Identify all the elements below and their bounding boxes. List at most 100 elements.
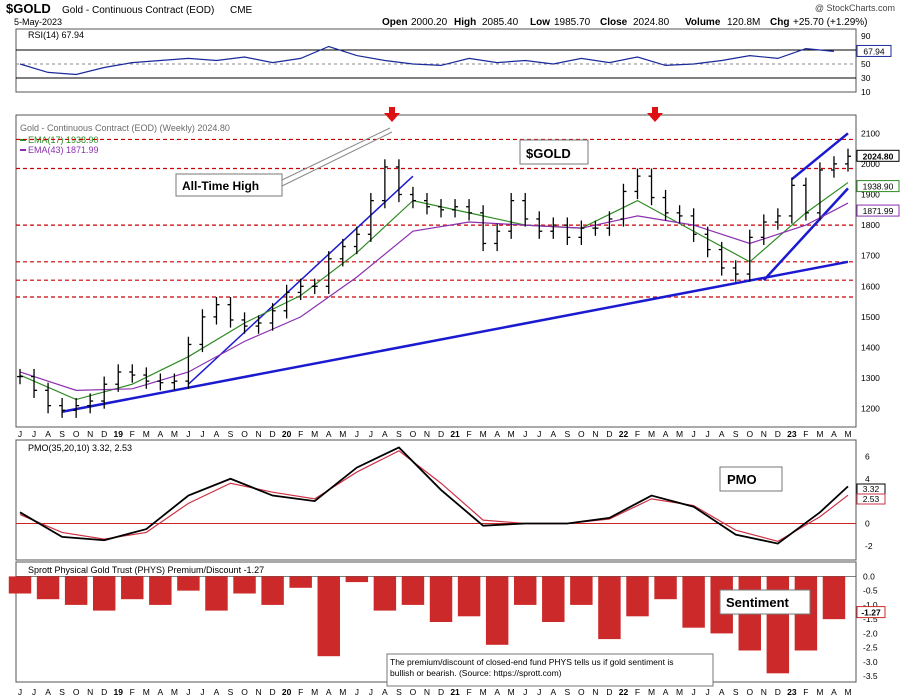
pmo-panel — [15, 439, 857, 561]
sentiment-bar — [626, 576, 649, 617]
ath-pointer-line — [281, 127, 391, 181]
month-label-bottom: J — [32, 687, 36, 697]
sentiment-tick-label: -2.5 — [863, 643, 878, 653]
pmo-tick-label: 6 — [865, 451, 870, 461]
month-label: M — [676, 429, 683, 439]
price-value-tag: 1938.90 — [863, 182, 894, 192]
sentiment-value-tag-box — [856, 606, 886, 619]
sentiment-bar — [317, 576, 340, 657]
sentiment-bar — [542, 576, 565, 622]
month-label: M — [480, 429, 487, 439]
month-label: N — [424, 429, 430, 439]
month-label: N — [592, 429, 598, 439]
month-label: M — [508, 429, 515, 439]
rsi-tick-label: 10 — [861, 87, 871, 97]
month-label-bottom: A — [719, 687, 725, 697]
month-label: D — [606, 429, 612, 439]
open-value: 2000.20 — [411, 17, 448, 28]
sentiment-bar — [513, 576, 537, 605]
sentiment-bar — [457, 576, 481, 617]
sentiment-bar — [598, 576, 621, 640]
month-label-bottom: D — [438, 687, 444, 697]
rsi-panel — [15, 28, 857, 93]
sentiment-title: Sprott Physical Gold Trust (PHYS) Premiu… — [28, 565, 264, 575]
month-label-bottom: M — [844, 687, 851, 697]
month-label-bottom: S — [564, 687, 570, 697]
all-time-high-box — [175, 173, 283, 197]
month-label-bottom: N — [256, 687, 262, 697]
ema43-legend: EMA(43) 1871.99 — [28, 145, 99, 155]
gold-label-box — [519, 139, 589, 165]
sentiment-label: Sentiment — [726, 595, 790, 610]
price-tick-label: 1200 — [861, 404, 880, 414]
month-label: A — [550, 429, 556, 439]
price-tick-label: 2100 — [861, 128, 880, 138]
sentiment-bar — [822, 576, 846, 620]
price-value-tag-box — [856, 180, 900, 193]
ath-arrow-2020 — [384, 107, 400, 122]
high-value: 2085.40 — [482, 17, 519, 28]
month-label: 19 — [114, 429, 124, 439]
month-label: N — [87, 429, 93, 439]
rsi-value-tag-box — [856, 44, 892, 57]
month-label-bottom: A — [494, 687, 500, 697]
month-label: 23 — [787, 429, 797, 439]
month-label-bottom: J — [355, 687, 359, 697]
ema17-legend: EMA(17) 1938.90 — [28, 135, 99, 145]
sentiment-bar — [177, 576, 200, 591]
pmo-line — [19, 446, 849, 545]
rsi-value-tag: 67.94 — [863, 46, 885, 56]
month-label-bottom: F — [635, 687, 640, 697]
month-label: M — [339, 429, 346, 439]
month-label-bottom: J — [537, 687, 541, 697]
month-label: O — [241, 429, 248, 439]
note-box — [386, 653, 714, 687]
sentiment-bar — [345, 576, 369, 583]
month-label-bottom: S — [59, 687, 65, 697]
month-label: O — [746, 429, 753, 439]
gold-label: $GOLD — [526, 146, 571, 161]
sentiment-bar — [485, 576, 509, 645]
month-label: O — [578, 429, 585, 439]
month-label-bottom: F — [803, 687, 808, 697]
month-label-bottom: O — [578, 687, 585, 697]
month-label-bottom: 21 — [450, 687, 460, 697]
month-label: F — [635, 429, 640, 439]
price-tick-label: 1600 — [861, 281, 880, 291]
month-label-bottom: A — [663, 687, 669, 697]
month-label-bottom: D — [775, 687, 781, 697]
month-label: M — [816, 429, 823, 439]
month-label: M — [171, 429, 178, 439]
open-label: Open — [382, 17, 408, 28]
month-label-bottom: 23 — [787, 687, 797, 697]
month-label: 21 — [450, 429, 460, 439]
sentiment-bar — [373, 576, 397, 611]
chart-date: 5-May-2023 — [14, 17, 62, 27]
month-label-bottom: S — [733, 687, 739, 697]
month-label-bottom: S — [228, 687, 234, 697]
price-tick-label: 2000 — [861, 159, 880, 169]
month-label-bottom: J — [692, 687, 696, 697]
pmo-label-box — [719, 466, 783, 492]
sentiment-label-box — [719, 589, 811, 615]
month-label-bottom: J — [18, 687, 22, 697]
month-label: A — [831, 429, 837, 439]
pmo-value-tag-box — [856, 493, 886, 505]
ath-arrow-2022 — [647, 107, 663, 122]
month-label: J — [537, 429, 541, 439]
month-label: 22 — [619, 429, 629, 439]
month-label: D — [270, 429, 276, 439]
month-label-bottom: N — [87, 687, 93, 697]
sentiment-bar — [429, 576, 453, 622]
exchange-label: CME — [230, 5, 253, 16]
rising-trendline-lower — [762, 187, 849, 282]
month-label: J — [18, 429, 22, 439]
month-label: S — [564, 429, 570, 439]
month-label: A — [719, 429, 725, 439]
month-label-bottom: 19 — [114, 687, 124, 697]
close-value: 2024.80 — [633, 17, 670, 28]
price-tick-label: 1500 — [861, 312, 880, 322]
month-label-bottom: 22 — [619, 687, 629, 697]
sentiment-bar — [570, 576, 593, 605]
